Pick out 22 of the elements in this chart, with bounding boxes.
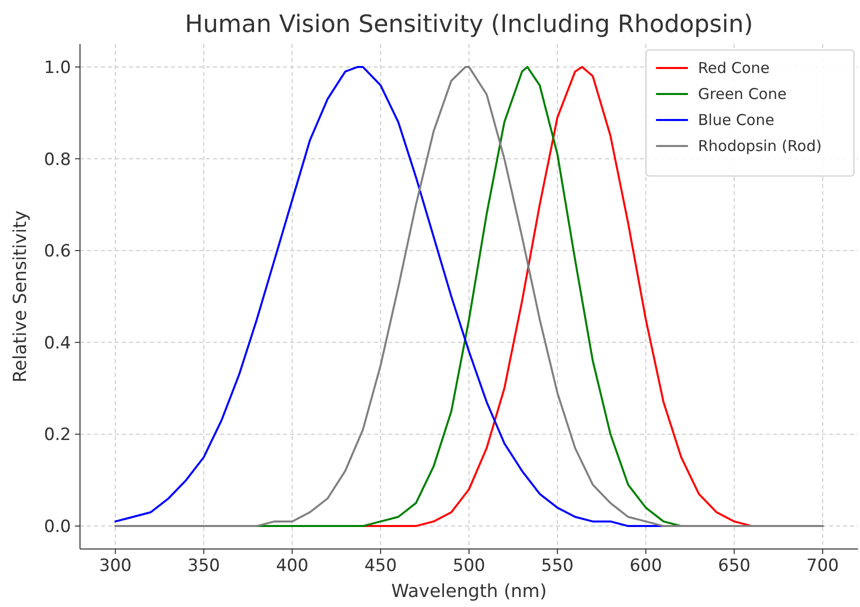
x-tick-label: 600: [630, 556, 662, 576]
chart-title: Human Vision Sensitivity (Including Rhodopsin): [184, 10, 754, 38]
x-tick-label: 300: [99, 556, 132, 576]
y-tick-label: 0.2: [44, 425, 71, 446]
x-tick-label: 450: [364, 556, 397, 576]
y-tick-label: 1.0: [44, 58, 71, 78]
y-tick-label: 0.8: [44, 150, 71, 170]
legend-label: Green Cone: [698, 85, 787, 103]
x-tick-label: 550: [541, 556, 574, 576]
x-tick-label: 350: [188, 556, 220, 576]
legend-label: Red Cone: [698, 59, 770, 77]
x-tick-label: 650: [718, 556, 750, 576]
legend-label: Rhodopsin (Rod): [698, 137, 822, 155]
y-tick-label: 0.0: [44, 517, 71, 538]
y-axis-title: Relative Sensitivity: [10, 210, 31, 383]
y-tick-label: 0.4: [44, 333, 71, 354]
x-tick-label: 700: [806, 556, 839, 576]
y-tick-label: 0.6: [44, 242, 71, 262]
x-tick-label: 400: [276, 556, 308, 576]
x-tick-label: 500: [452, 556, 486, 576]
x-axis-title: Wavelength (nm): [391, 581, 547, 602]
legend-label: Blue Cone: [698, 111, 774, 129]
